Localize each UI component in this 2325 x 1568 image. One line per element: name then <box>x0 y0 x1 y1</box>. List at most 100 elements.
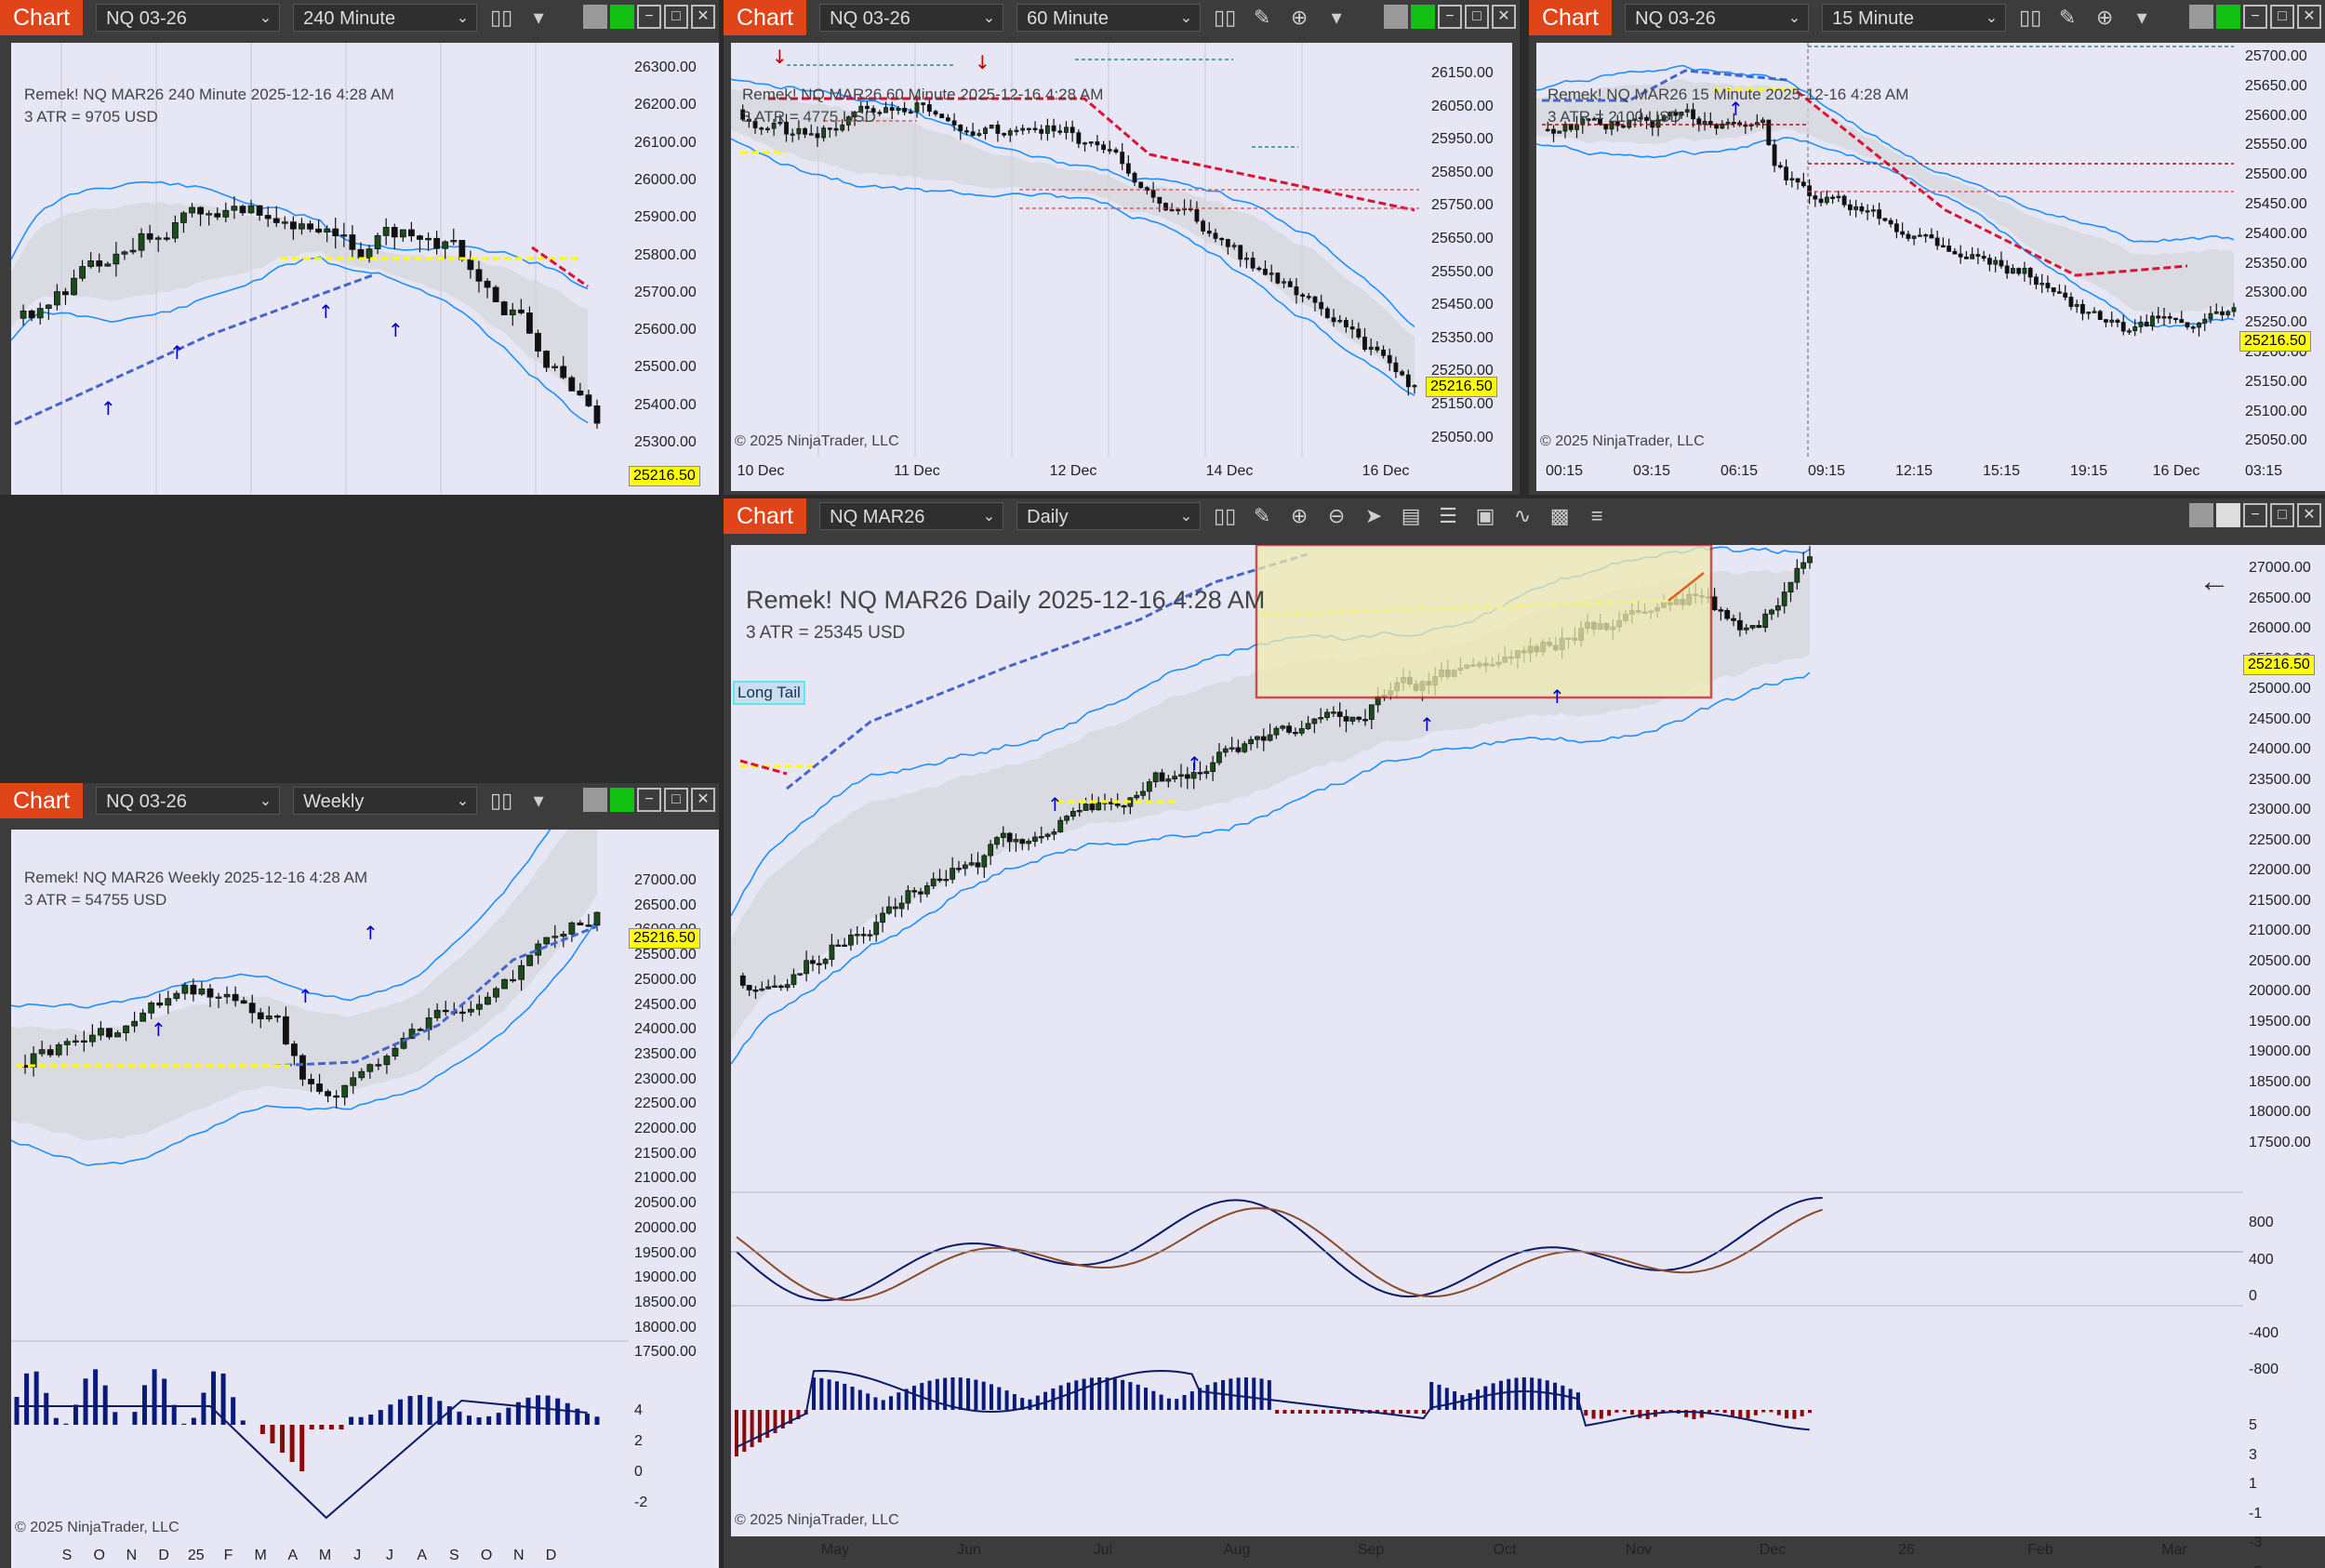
close-button[interactable]: ✕ <box>1492 5 1516 29</box>
price-axis[interactable]: 27000.0026500.0026000.0025500.0025000.00… <box>2243 545 2325 1568</box>
drawing-tools-icon[interactable]: ✎ <box>1253 504 1271 527</box>
price-chart-canvas[interactable]: ↑ ↑ ↑ ↑ <box>11 43 629 495</box>
price-chart-canvas[interactable]: ↑ ↑ ↑ ↑ <box>731 545 2243 1536</box>
histogram-bar <box>1444 1388 1449 1410</box>
chevron-down-icon: ⌄ <box>456 793 470 809</box>
price-chart-canvas[interactable]: ↑ <box>1536 43 2239 458</box>
bar-type-icon[interactable]: ▯▯ <box>490 6 513 29</box>
link-instrument-button[interactable] <box>610 788 634 812</box>
interval-selector[interactable]: 15 Minute ⌄ <box>1822 4 2007 32</box>
time-axis[interactable]: 00:15 03:15 06:15 09:15 12:15 15:15 19:15 16 De… <box>1536 458 2325 491</box>
price-chart-canvas[interactable]: ↓ ↓ <box>731 43 1426 458</box>
maximize-button[interactable]: □ <box>664 788 688 812</box>
maximize-button[interactable]: □ <box>1465 5 1489 29</box>
chevron-down-icon[interactable]: ▾ <box>533 6 544 29</box>
maximize-button[interactable]: □ <box>2270 503 2294 527</box>
price-axis[interactable]: 26150.00 26050.00 25950.00 25850.00 25750.00… <box>1426 43 1512 458</box>
chevron-down-icon[interactable]: ▾ <box>1331 6 1342 29</box>
instrument-selector[interactable]: NQ 03-26 ⌄ <box>96 4 281 32</box>
screenshot-icon[interactable]: ▣ <box>1475 504 1495 527</box>
interval-selector[interactable]: Daily ⌄ <box>1016 502 1202 530</box>
chart-menu-button[interactable]: Chart <box>0 0 84 35</box>
y-tick-label: 25550.00 <box>2245 137 2307 153</box>
data-box-icon[interactable]: ▤ <box>1401 504 1421 527</box>
candle-body <box>30 1053 37 1069</box>
chart-menu-button[interactable]: Chart <box>0 783 84 818</box>
candle-body <box>1375 346 1380 351</box>
chart-menu-button[interactable]: Chart <box>1529 0 1613 35</box>
candle-body <box>1381 349 1386 356</box>
interval-selector[interactable]: 60 Minute ⌄ <box>1016 4 1202 32</box>
link-instrument-button[interactable] <box>2216 5 2240 29</box>
link-instrument-button[interactable] <box>1411 5 1435 29</box>
chart-panel[interactable]: ↑ Remek! NQ MAR26 15 Minute 2025-12-16 4… <box>1536 43 2239 458</box>
chevron-down-icon[interactable]: ▾ <box>533 789 544 812</box>
bar-type-icon[interactable]: ▯▯ <box>1214 504 1237 527</box>
bar-type-icon[interactable]: ▯▯ <box>490 789 513 812</box>
band-fill <box>731 88 1415 385</box>
chart-panel[interactable]: ↑ ↑ ↑ ↑ Remek! NQ MAR26 240 Minute 2025-12-… <box>11 43 629 495</box>
zoom-in-icon[interactable]: ⊕ <box>1290 6 1309 29</box>
instrument-selector[interactable]: NQ 03-26 ⌄ <box>96 787 281 815</box>
chart-toolbar: Chart NQ MAR26 ⌄ Daily ⌄ ▯▯ ✎ ⊕ ⊖ ➤ ▤ ☰ ▣ … <box>724 498 2325 534</box>
close-button[interactable]: ✕ <box>2297 5 2321 29</box>
interval-selector[interactable]: 240 Minute ⌄ <box>293 4 478 32</box>
instrument-selector[interactable]: NQ 03-26 ⌄ <box>819 4 1004 32</box>
properties-icon[interactable]: ☰ <box>1439 504 1457 527</box>
upper-band <box>1536 64 2235 243</box>
histogram-bar <box>132 1412 138 1425</box>
time-axis[interactable]: 10 Dec 11 Dec 12 Dec 14 Dec 16 Dec <box>731 458 1512 491</box>
link-color-button[interactable] <box>2189 5 2213 29</box>
zoom-in-icon[interactable]: ⊕ <box>1290 504 1309 527</box>
instrument-selector[interactable]: NQ 03-26 ⌄ <box>1625 4 1810 32</box>
zoom-out-icon[interactable]: ⊖ <box>1327 504 1346 527</box>
pointer-icon[interactable]: ➤ <box>1364 504 1383 527</box>
link-instrument-button[interactable] <box>610 5 634 29</box>
list-icon[interactable]: ≡ <box>1590 504 1603 527</box>
price-axis[interactable]: 27000.0026500.0026000.0025500.0025000.00… <box>629 830 719 1568</box>
link-color-button[interactable] <box>583 788 607 812</box>
minimize-button[interactable]: − <box>2243 503 2267 527</box>
link-instrument-button[interactable] <box>2216 503 2240 527</box>
link-color-button[interactable] <box>2189 503 2213 527</box>
candle-body <box>1743 627 1749 631</box>
price-chart-canvas[interactable]: ↑ ↑ ↑ <box>11 830 629 1568</box>
bar-type-icon[interactable]: ▯▯ <box>1214 6 1237 29</box>
candle-body <box>1318 717 1324 720</box>
chart-panel[interactable]: ↑ ↑ ↑ Remek! NQ MAR26 Weekly 2025-12-16 4:… <box>11 830 629 1568</box>
close-button[interactable]: ✕ <box>691 5 715 29</box>
price-axis[interactable]: 26300.00 26200.00 26100.00 26000.00 25900.00… <box>629 43 719 495</box>
close-button[interactable]: ✕ <box>691 788 715 812</box>
chart-panel[interactable]: ↓ ↓ Remek! NQ MAR26 60 Minute 2025-12-16 … <box>731 43 1426 458</box>
minimize-button[interactable]: − <box>637 788 661 812</box>
zoom-in-icon[interactable]: ⊕ <box>2095 6 2114 29</box>
price-axis[interactable]: 25700.00 25650.00 25600.00 25550.00 25500.00… <box>2239 43 2325 458</box>
long-tail-label[interactable]: Long Tail <box>733 681 805 705</box>
strategies-icon[interactable]: ▩ <box>1549 504 1570 527</box>
bar-type-icon[interactable]: ▯▯ <box>2019 6 2042 29</box>
resistance-line <box>531 246 589 288</box>
maximize-button[interactable]: □ <box>2270 5 2294 29</box>
chart-menu-button[interactable]: Chart <box>724 0 807 35</box>
minimize-button[interactable]: − <box>2243 5 2267 29</box>
maximize-button[interactable]: □ <box>664 5 688 29</box>
candle-body <box>80 1040 87 1043</box>
histogram-bar <box>1321 1410 1325 1414</box>
indicators-icon[interactable]: ∿ <box>1513 504 1532 527</box>
drawing-tools-icon[interactable]: ✎ <box>2058 6 2077 29</box>
chart-menu-button[interactable]: Chart <box>724 498 807 534</box>
chart-panel[interactable]: ↑ ↑ ↑ ↑ Remek! NQ MAR26 Daily 2025-12-16 4:… <box>731 545 2243 1536</box>
minimize-button[interactable]: − <box>1438 5 1462 29</box>
link-color-button[interactable] <box>1384 5 1408 29</box>
histogram-bar <box>780 1410 785 1428</box>
back-arrow-icon[interactable]: ← <box>2199 564 2230 599</box>
drawing-tools-icon[interactable]: ✎ <box>1253 6 1271 29</box>
close-button[interactable]: ✕ <box>2297 503 2321 527</box>
minimize-button[interactable]: − <box>637 5 661 29</box>
interval-selector[interactable]: Weekly ⌄ <box>293 787 478 815</box>
x-tick-label: O <box>93 1548 105 1563</box>
chevron-down-icon[interactable]: ▾ <box>2136 6 2147 29</box>
link-color-button[interactable] <box>583 5 607 29</box>
candle-body <box>1044 833 1051 837</box>
instrument-selector[interactable]: NQ MAR26 ⌄ <box>819 502 1004 530</box>
